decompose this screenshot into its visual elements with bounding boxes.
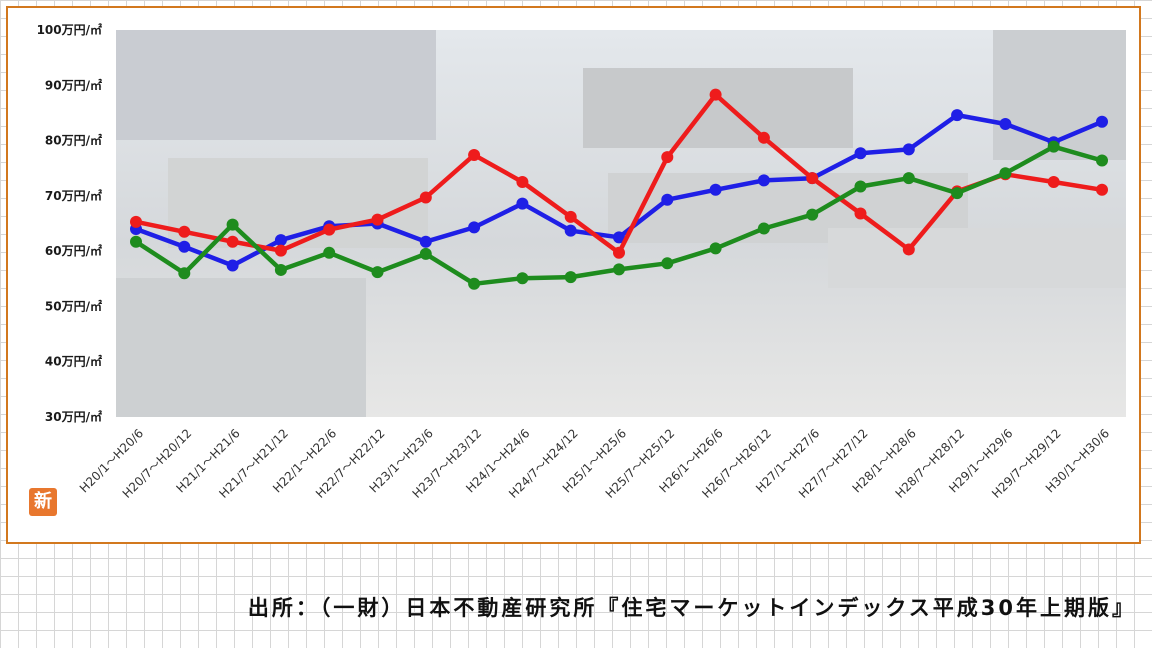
data-point bbox=[323, 223, 336, 236]
series-group bbox=[130, 88, 1108, 290]
data-point bbox=[999, 167, 1012, 180]
data-point bbox=[1047, 140, 1060, 153]
data-point bbox=[613, 231, 625, 244]
data-point bbox=[709, 88, 722, 101]
plot-background-photo bbox=[116, 30, 1126, 417]
data-point bbox=[516, 197, 529, 210]
data-point bbox=[1096, 115, 1108, 128]
y-axis: 100万円/㎡ 90万円/㎡ 80万円/㎡ 70万円/㎡ 60万円/㎡ 50万円/㎡ 40万… bbox=[37, 22, 102, 424]
y-tick-label: 50万円/㎡ bbox=[45, 298, 102, 313]
data-point bbox=[564, 271, 577, 284]
x-axis: H20/1～H20/6H20/7～H20/12H21/1～H21/6H21/7～… bbox=[77, 426, 1112, 501]
y-tick-label: 70万円/㎡ bbox=[45, 188, 102, 203]
data-point bbox=[178, 267, 191, 280]
data-point bbox=[951, 187, 964, 200]
y-tick-label: 30万円/㎡ bbox=[45, 409, 102, 424]
data-point bbox=[226, 235, 239, 248]
data-point bbox=[1096, 154, 1108, 167]
data-point bbox=[274, 244, 287, 257]
data-point bbox=[709, 183, 722, 196]
source-caption: 出所：（一財）日本不動産研究所『住宅マーケットインデックス平成30年上期版』 bbox=[247, 596, 1136, 620]
y-tick-label: 90万円/㎡ bbox=[45, 77, 102, 92]
data-point bbox=[999, 117, 1012, 130]
data-point bbox=[613, 263, 625, 276]
data-point bbox=[516, 272, 529, 285]
data-point bbox=[468, 148, 481, 161]
data-point bbox=[516, 176, 529, 189]
data-point bbox=[1096, 183, 1108, 196]
data-point bbox=[854, 147, 867, 160]
data-point bbox=[854, 180, 867, 193]
data-point bbox=[902, 143, 915, 156]
data-point bbox=[613, 246, 625, 259]
y-tick-label: 60万円/㎡ bbox=[45, 243, 102, 258]
data-point bbox=[902, 172, 915, 185]
data-point bbox=[226, 218, 239, 231]
data-point bbox=[371, 266, 384, 279]
data-point bbox=[130, 235, 142, 248]
data-point bbox=[902, 243, 915, 256]
data-point bbox=[661, 257, 674, 270]
data-point bbox=[419, 247, 432, 260]
data-point bbox=[661, 151, 674, 164]
y-tick-label: 100万円/㎡ bbox=[37, 22, 102, 37]
data-point bbox=[854, 207, 867, 220]
data-point bbox=[323, 246, 336, 259]
data-point bbox=[419, 191, 432, 204]
data-point bbox=[419, 235, 432, 248]
data-point bbox=[806, 208, 819, 221]
data-point bbox=[468, 277, 481, 290]
new-badge: 新 bbox=[29, 488, 57, 516]
data-point bbox=[226, 259, 239, 272]
data-point bbox=[709, 242, 722, 255]
line-chart: 100万円/㎡ 90万円/㎡ 80万円/㎡ 70万円/㎡ 60万円/㎡ 50万円/㎡ 40万… bbox=[37, 22, 1126, 501]
data-point bbox=[757, 222, 770, 235]
data-point bbox=[757, 131, 770, 144]
data-point bbox=[130, 215, 142, 228]
data-point bbox=[806, 172, 819, 185]
data-point bbox=[757, 174, 770, 187]
data-point bbox=[468, 221, 481, 234]
data-point bbox=[564, 210, 577, 223]
data-point bbox=[371, 213, 384, 226]
y-tick-label: 80万円/㎡ bbox=[45, 133, 102, 148]
data-point bbox=[661, 193, 674, 206]
chart-frame: 100万円/㎡ 90万円/㎡ 80万円/㎡ 70万円/㎡ 60万円/㎡ 50万円/㎡ 40万… bbox=[6, 6, 1141, 544]
data-point bbox=[274, 263, 287, 276]
data-point bbox=[951, 109, 964, 122]
data-point bbox=[1047, 176, 1060, 189]
data-point bbox=[564, 224, 577, 237]
data-point bbox=[178, 225, 191, 238]
data-point bbox=[178, 240, 191, 253]
data-point bbox=[274, 234, 287, 247]
y-tick-label: 40万円/㎡ bbox=[45, 354, 102, 369]
